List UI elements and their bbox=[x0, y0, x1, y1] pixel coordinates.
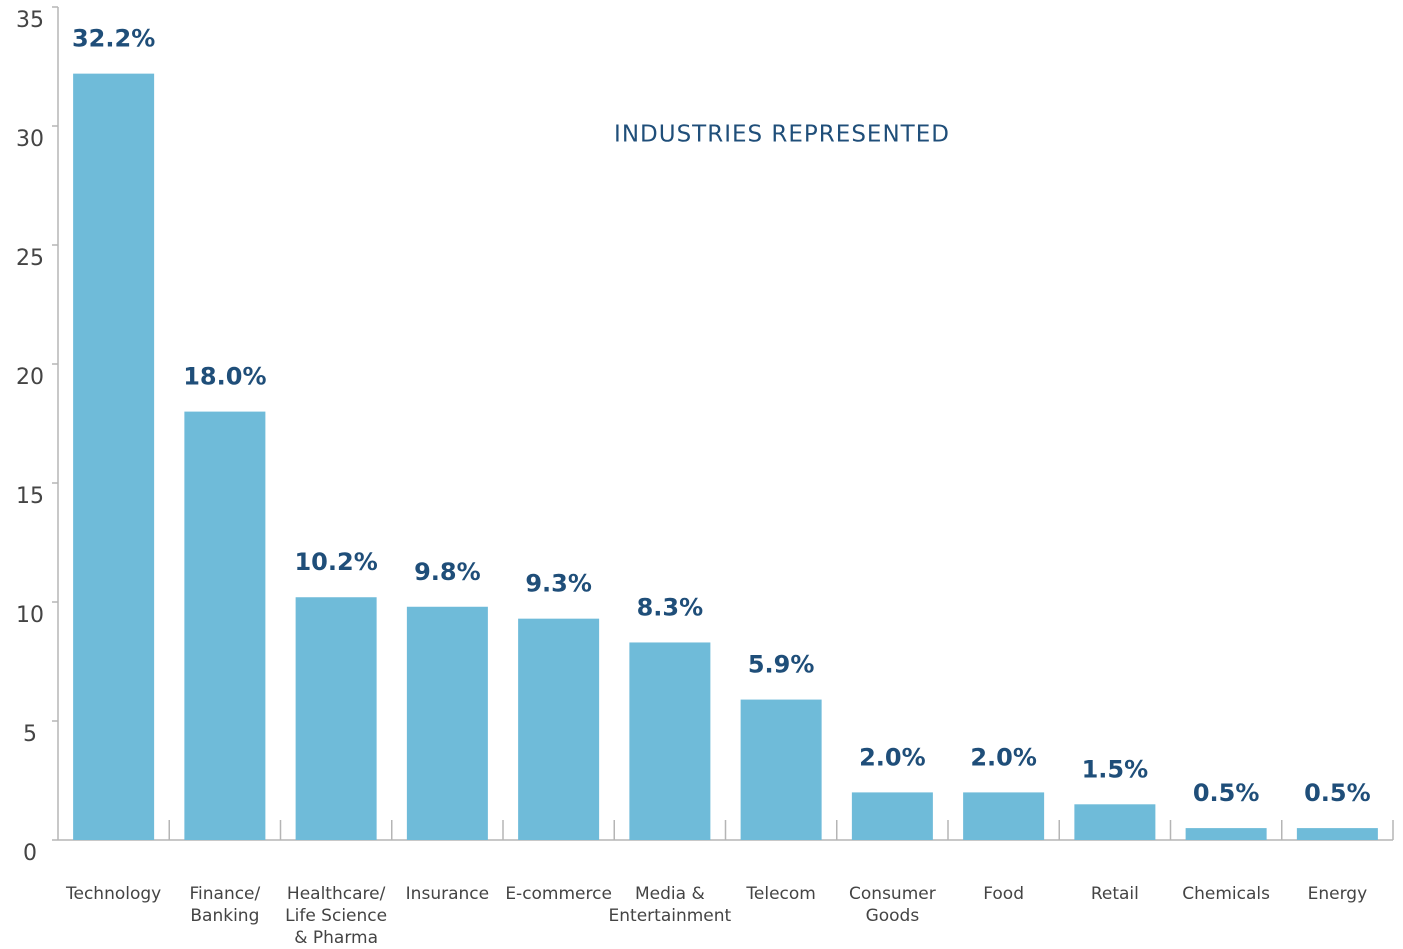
bar bbox=[629, 642, 711, 840]
y-tick-label: 25 bbox=[16, 246, 44, 271]
value-label: 10.2% bbox=[294, 548, 377, 576]
y-tick-label: 5 bbox=[23, 722, 37, 747]
bar bbox=[1074, 804, 1156, 840]
bar bbox=[406, 606, 488, 840]
bar bbox=[518, 618, 600, 840]
value-label: 32.2% bbox=[72, 25, 155, 53]
y-tick-label: 10 bbox=[16, 603, 44, 628]
x-tick-label: Food bbox=[983, 884, 1024, 904]
x-tick-label: Technology bbox=[65, 884, 161, 904]
x-tick-label: E-commerce bbox=[505, 884, 612, 904]
value-label: 0.5% bbox=[1304, 779, 1371, 807]
bar bbox=[963, 792, 1045, 840]
y-tick-label: 0 bbox=[23, 841, 37, 866]
value-label: 5.9% bbox=[748, 651, 815, 679]
chart-title: INDUSTRIES REPRESENTED bbox=[614, 122, 950, 148]
x-tick-label: Chemicals bbox=[1182, 884, 1270, 904]
value-label: 18.0% bbox=[183, 363, 266, 391]
value-label: 0.5% bbox=[1193, 779, 1260, 807]
x-tick-label: Insurance bbox=[406, 884, 489, 904]
bar bbox=[73, 73, 155, 840]
x-tick-label: Energy bbox=[1308, 884, 1368, 904]
x-tick-label: Consumer Goods bbox=[849, 884, 936, 926]
bar bbox=[1185, 828, 1267, 840]
bar bbox=[740, 699, 822, 840]
x-tick-label: Telecom bbox=[745, 884, 815, 904]
bar bbox=[851, 792, 933, 840]
bar bbox=[1296, 828, 1378, 840]
y-tick-label: 20 bbox=[16, 365, 44, 390]
value-label: 2.0% bbox=[970, 743, 1037, 771]
bar bbox=[295, 597, 377, 840]
y-tick-label: 35 bbox=[16, 8, 44, 33]
value-label: 9.8% bbox=[414, 558, 481, 586]
value-label: 2.0% bbox=[859, 743, 926, 771]
y-tick-label: 15 bbox=[16, 484, 44, 509]
x-tick-label: Media & Entertainment bbox=[609, 884, 732, 926]
value-label: 9.3% bbox=[525, 570, 592, 598]
value-label: 8.3% bbox=[637, 593, 704, 621]
x-tick-label: Retail bbox=[1091, 884, 1139, 904]
value-label: 1.5% bbox=[1082, 755, 1149, 783]
y-tick-label: 30 bbox=[16, 127, 44, 152]
bar bbox=[184, 411, 266, 840]
x-tick-label: Healthcare/Life Science & Pharma bbox=[285, 884, 387, 948]
x-tick-label: Finance/Banking bbox=[189, 884, 260, 926]
